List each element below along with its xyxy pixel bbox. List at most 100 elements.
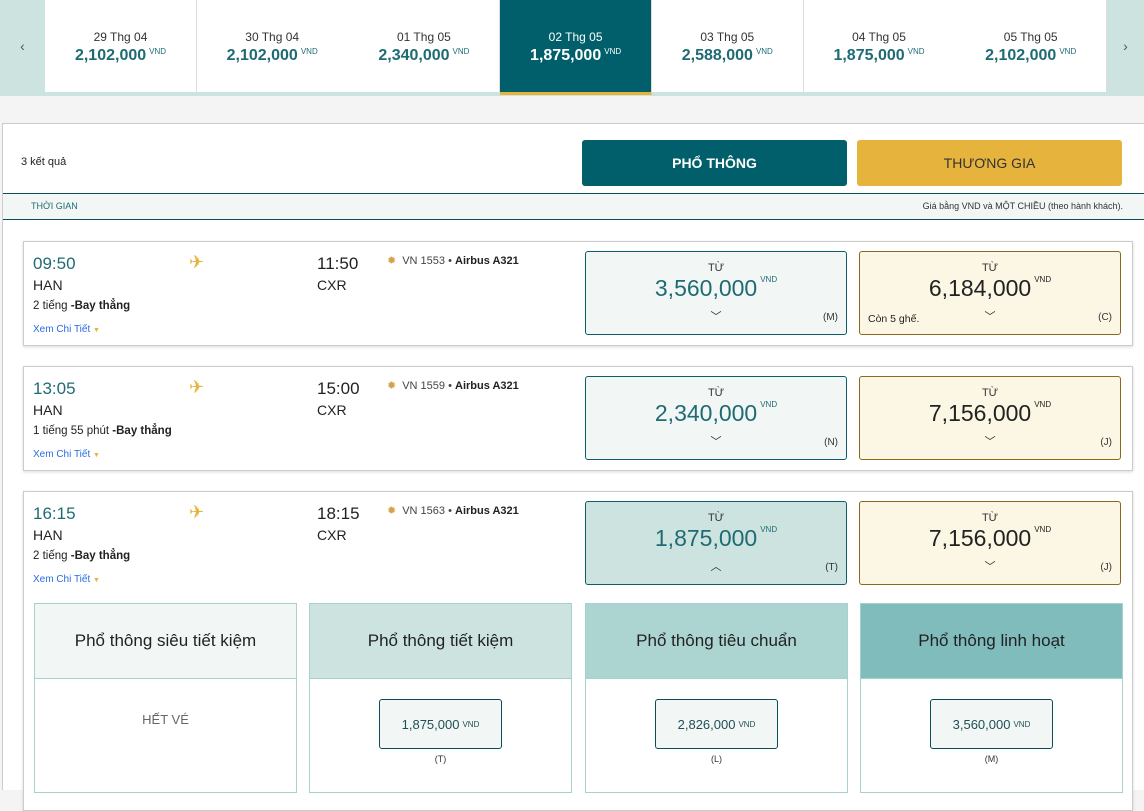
- currency: VND: [462, 719, 480, 729]
- duration: 2 tiếng -Bay thẳng: [33, 550, 130, 562]
- aircraft: Airbus A321: [455, 505, 519, 517]
- fare-select-button[interactable]: 2,826,000 VND: [655, 699, 778, 749]
- currency: VND: [755, 47, 773, 56]
- economy-class-button[interactable]: PHỔ THÔNG: [582, 140, 847, 186]
- plane-icon: ✈: [189, 252, 205, 272]
- booking-class: (L): [711, 754, 722, 764]
- date-price: 2,340,000 VND: [348, 47, 499, 65]
- economy-price-box[interactable]: TỪ 2,340,000 VND ﹀ (N): [585, 376, 847, 460]
- booking-class: (T): [434, 754, 447, 764]
- booking-class: (M): [984, 754, 999, 764]
- economy-price-box[interactable]: TỪ 1,875,000 VND ︿ (T): [585, 501, 847, 585]
- business-class-button[interactable]: THƯƠNG GIA: [857, 140, 1122, 186]
- flight-type: -Bay thẳng: [70, 300, 131, 312]
- duration-value: 1 tiếng 55 phút: [33, 425, 110, 437]
- flight-row: 16:15 HAN ✈ 18:15 CXR 2 tiếng -Bay thẳng…: [23, 491, 1133, 811]
- caret-down-icon: ▼: [93, 327, 100, 334]
- chevron-down-icon: ﹀: [710, 436, 722, 448]
- departure-airport: HAN: [33, 277, 63, 293]
- chevron-up-icon: ︿: [710, 561, 722, 573]
- date-option[interactable]: 01 Thg 05 2,340,000 VND: [348, 0, 501, 92]
- booking-class: (C): [1098, 312, 1112, 323]
- date-price: 1,875,000 VND: [500, 47, 651, 65]
- duration-value: 2 tiếng: [33, 550, 68, 562]
- aircraft: Airbus A321: [455, 255, 519, 267]
- date-option[interactable]: 29 Thg 04 2,102,000 VND: [45, 0, 197, 92]
- fare-option: Phổ thông tiêu chuẩn 2,826,000 VND (L): [585, 603, 848, 793]
- fare-option: Phổ thông siêu tiết kiệm HẾT VÉ: [34, 603, 297, 793]
- flight-number: VN 1553: [402, 255, 446, 267]
- time-column-header[interactable]: THỜI GIAN: [31, 201, 78, 211]
- fare-name: Phổ thông linh hoạt: [861, 604, 1122, 679]
- currency: VND: [1034, 275, 1052, 284]
- plane-icon: ✈: [189, 502, 205, 522]
- view-details-link[interactable]: Xem Chi Tiết ▼: [33, 449, 100, 460]
- date-label: 05 Thg 05: [1003, 30, 1058, 44]
- plane-icon: ✈: [189, 377, 205, 397]
- view-details-label: Xem Chi Tiết: [33, 324, 91, 335]
- arrival-time: 18:15: [317, 504, 360, 523]
- price-value: 1,875,000: [530, 47, 602, 64]
- prev-dates-button[interactable]: ‹: [0, 0, 45, 92]
- currency: VND: [1059, 47, 1077, 56]
- duration: 1 tiếng 55 phút -Bay thẳng: [33, 425, 172, 437]
- business-price-box[interactable]: TỪ 7,156,000 VND ﹀ (J): [859, 376, 1121, 460]
- business-price: 7,156,000 VND: [860, 400, 1120, 427]
- currency: VND: [738, 719, 756, 729]
- date-option[interactable]: 30 Thg 04 2,102,000 VND: [196, 0, 349, 92]
- caret-down-icon: ▼: [93, 452, 100, 459]
- price-value: 7,156,000: [928, 525, 1032, 551]
- fare-name: Phổ thông tiêu chuẩn: [586, 604, 847, 679]
- from-label: TỪ: [981, 262, 999, 274]
- flight-row: 13:05 HAN ✈ 15:00 CXR 1 tiếng 55 phút -B…: [23, 366, 1133, 471]
- date-price: 2,102,000 VND: [45, 47, 196, 65]
- business-price-box[interactable]: TỪ 7,156,000 VND ﹀ (J): [859, 501, 1121, 585]
- business-price-box[interactable]: TỪ 6,184,000 VND Còn 5 ghế. ﹀ (C): [859, 251, 1121, 335]
- flight-info: ✹ VN 1563 • Airbus A321: [387, 505, 519, 517]
- price-value: 2,826,000: [677, 716, 736, 732]
- flight-type: -Bay thẳng: [70, 550, 131, 562]
- currency: VND: [760, 525, 778, 534]
- price-value: 7,156,000: [928, 400, 1032, 426]
- booking-class: (J): [1100, 562, 1112, 573]
- aircraft: Airbus A321: [455, 380, 519, 392]
- next-dates-button[interactable]: ›: [1107, 0, 1144, 92]
- view-details-link[interactable]: Xem Chi Tiết ▼: [33, 324, 100, 335]
- booking-class: (M): [823, 312, 838, 323]
- seats-left: Còn 5 ghế.: [868, 313, 920, 325]
- currency: VND: [907, 47, 925, 56]
- view-details-label: Xem Chi Tiết: [33, 449, 91, 460]
- from-label: TỪ: [707, 262, 725, 274]
- economy-price-box[interactable]: TỪ 3,560,000 VND ﹀ (M): [585, 251, 847, 335]
- sold-out-label: HẾT VÉ: [142, 712, 189, 727]
- arrival-time: 15:00: [317, 379, 360, 398]
- date-option[interactable]: 05 Thg 05 2,102,000 VND: [955, 0, 1108, 92]
- from-label: TỪ: [707, 387, 725, 399]
- departure-time: 13:05: [33, 379, 76, 398]
- date-option[interactable]: 04 Thg 05 1,875,000 VND: [803, 0, 956, 92]
- view-details-label: Xem Chi Tiết: [33, 574, 91, 585]
- date-option[interactable]: 03 Thg 05 2,588,000 VND: [651, 0, 804, 92]
- arrival-airport: CXR: [317, 402, 347, 418]
- flight-number: VN 1559: [402, 380, 446, 392]
- results-panel: 3 kết quả PHỔ THÔNG THƯƠNG GIA THỜI GIAN…: [2, 123, 1144, 811]
- duration: 2 tiếng -Bay thẳng: [33, 300, 130, 312]
- price-value: 2,588,000: [681, 47, 753, 64]
- chevron-right-icon: ›: [1123, 38, 1128, 54]
- booking-class: (T): [825, 562, 838, 573]
- chevron-down-icon: ﹀: [984, 436, 996, 448]
- view-details-link[interactable]: Xem Chi Tiết ▼: [33, 574, 100, 585]
- price-value: 1,875,000: [401, 716, 460, 732]
- economy-price: 1,875,000 VND: [586, 525, 846, 552]
- flight-number: VN 1563: [402, 505, 446, 517]
- price-value: 6,184,000: [928, 275, 1032, 301]
- date-label: 04 Thg 05: [852, 30, 906, 44]
- fare-select-button[interactable]: 3,560,000 VND: [930, 699, 1053, 749]
- chevron-down-icon: ﹀: [984, 311, 996, 323]
- fare-option: Phổ thông linh hoạt 3,560,000 VND (M): [860, 603, 1123, 793]
- date-option-selected[interactable]: 02 Thg 05 1,875,000 VND: [500, 0, 653, 95]
- fare-select-button[interactable]: 1,875,000 VND: [379, 699, 502, 749]
- currency: VND: [604, 47, 622, 56]
- price-value: 2,340,000: [654, 400, 758, 426]
- departure-airport: HAN: [33, 527, 63, 543]
